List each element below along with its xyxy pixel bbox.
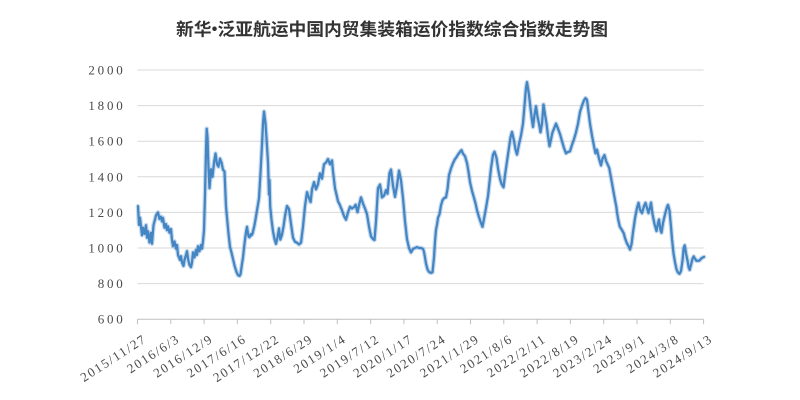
svg-text:600: 600 xyxy=(98,312,126,327)
svg-text:1800: 1800 xyxy=(88,98,125,113)
svg-text:800: 800 xyxy=(98,276,126,291)
svg-text:1400: 1400 xyxy=(88,169,125,184)
svg-text:1200: 1200 xyxy=(88,205,125,220)
svg-text:1000: 1000 xyxy=(88,241,125,256)
svg-text:2000: 2000 xyxy=(88,63,125,78)
svg-text:1600: 1600 xyxy=(88,134,125,149)
